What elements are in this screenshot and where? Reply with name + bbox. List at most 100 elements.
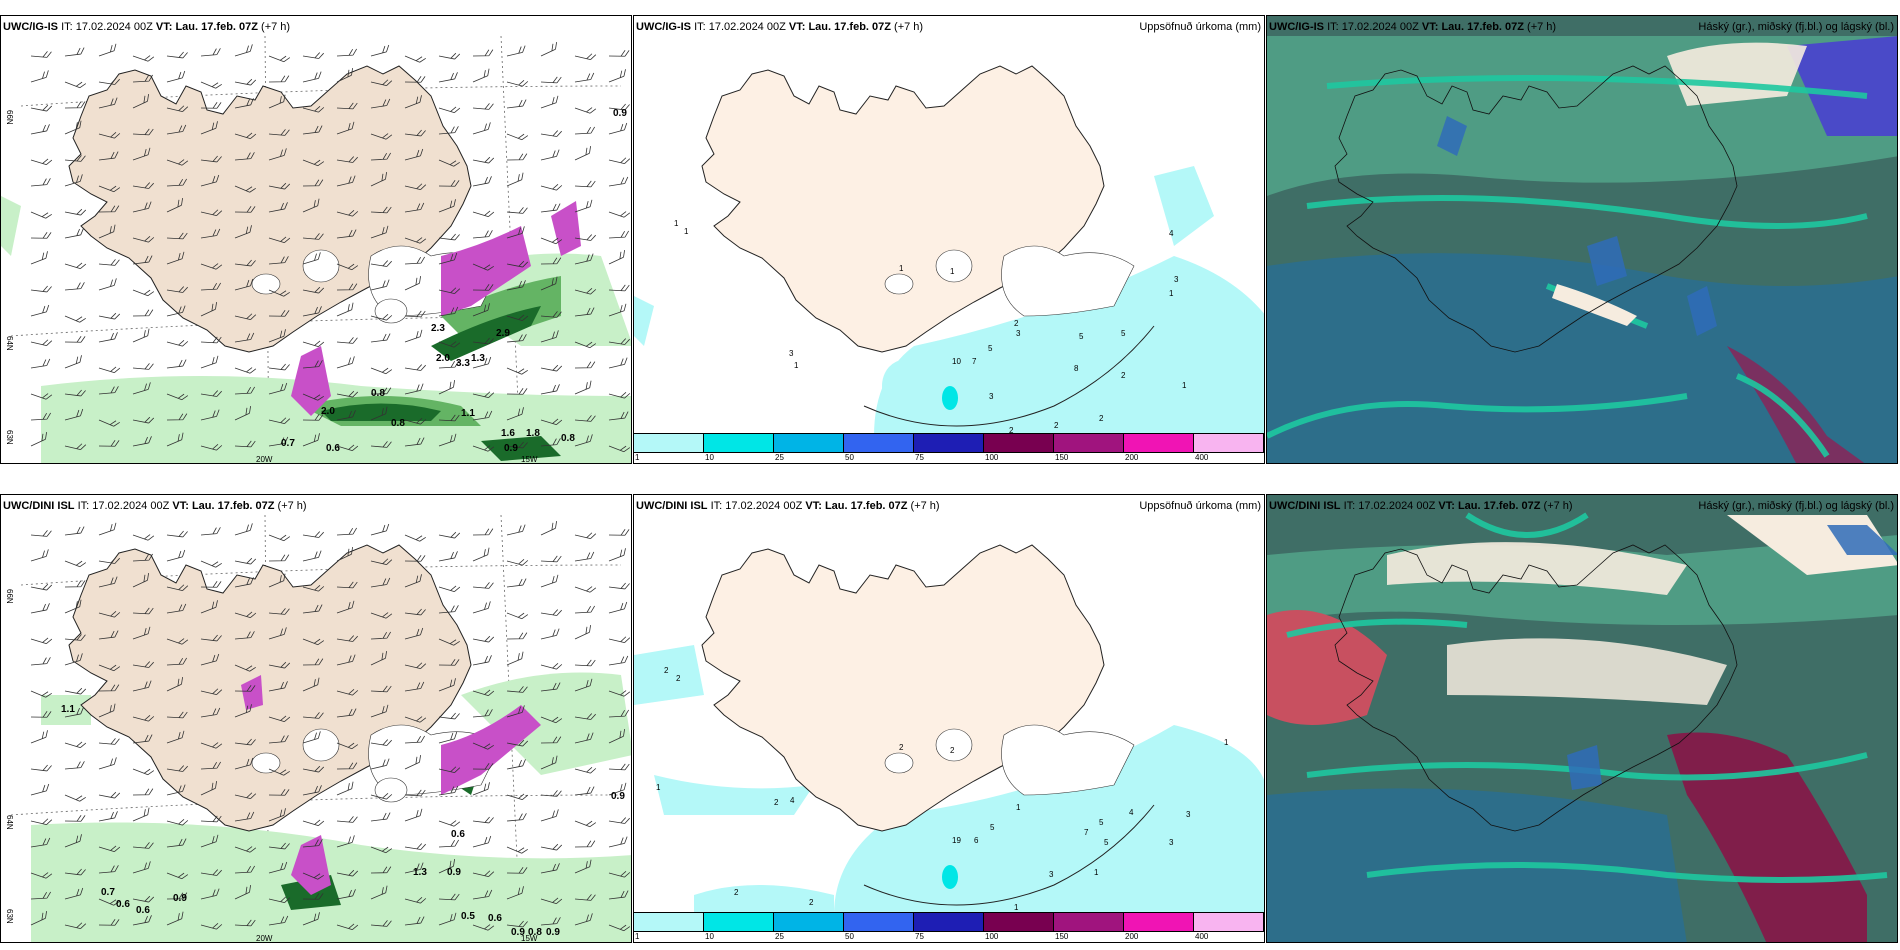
precip-value: 7 — [1084, 828, 1089, 837]
panel-top-left: UWC/IG-IS IT: 17.02.2024 00Z VT: Lau. 17… — [0, 15, 632, 464]
cloud-cover-map — [1267, 16, 1897, 463]
precip-value: 2 — [1099, 414, 1104, 423]
precip-label: 0.5 — [461, 911, 475, 922]
precip-value: 5 — [988, 344, 993, 353]
lat-label: 66N — [5, 589, 14, 604]
precip-label: 0.8 — [528, 927, 542, 938]
precip-value: 5 — [1104, 838, 1109, 847]
wind-precip-map: 1.1 0.7 0.6 0.6 0.9 0.9 0.6 1.3 0.9 0.5 … — [1, 495, 631, 943]
panel-top-middle: UWC/IG-IS IT: 17.02.2024 00Z VT: Lau. 17… — [633, 15, 1265, 464]
colorbar-tick: 50 — [845, 932, 854, 941]
colorbar-segment — [984, 913, 1054, 931]
precip-label: 1.6 — [501, 428, 515, 439]
precip-label: 2.0 — [321, 406, 335, 417]
precip-value: 4 — [790, 796, 795, 805]
precip-value: 2 — [774, 798, 779, 807]
precip-value: 1 — [950, 267, 955, 276]
precip-label: 0.6 — [326, 443, 340, 454]
precip-value: 2 — [1009, 426, 1014, 435]
colorbar-segment — [914, 434, 984, 452]
colorbar-tick: 400 — [1195, 453, 1209, 462]
colorbar-segment — [1124, 434, 1194, 452]
precip-value: 1 — [1224, 738, 1229, 747]
precip-value: 5 — [990, 823, 995, 832]
colorbar-tick: 150 — [1055, 932, 1069, 941]
panel-title: UWC/DINI ISL IT: 17.02.2024 00Z VT: Lau.… — [3, 500, 307, 512]
precip-label: 0.7 — [101, 887, 115, 898]
colorbar-tick: 200 — [1125, 453, 1139, 462]
precip-value: 1 — [1094, 868, 1099, 877]
panel-bottom-left: UWC/DINI ISL IT: 17.02.2024 00Z VT: Lau.… — [0, 494, 632, 943]
precip-label: 1.1 — [61, 704, 75, 715]
lat-label: 63N — [5, 430, 14, 445]
precip-label: 0.6 — [488, 913, 502, 924]
precip-value: 3 — [1169, 838, 1174, 847]
precip-label: 0.9 — [447, 867, 461, 878]
colorbar-segment — [1054, 913, 1124, 931]
precip-label: 0.9 — [511, 927, 525, 938]
panel-top-right: UWC/IG-IS IT: 17.02.2024 00Z VT: Lau. 17… — [1266, 15, 1898, 464]
lon-label: 20W — [256, 934, 273, 943]
colorbar-tick: 10 — [705, 453, 714, 462]
precip-value: 2 — [1014, 319, 1019, 328]
colorbar-segment — [844, 434, 914, 452]
precip-value: 6 — [974, 836, 979, 845]
colorbar-ticks: 1 10 25 50 75 100 150 200 400 — [634, 453, 1264, 463]
precip-label: 0.8 — [561, 433, 575, 444]
precip-value: 1 — [1182, 381, 1187, 390]
precip-value: 3 — [1016, 329, 1021, 338]
panel-subtitle: Háský (gr.), miðský (fj.bl.) og lágský (… — [1698, 21, 1894, 33]
panel-subtitle: Háský (gr.), miðský (fj.bl.) og lágský (… — [1698, 500, 1894, 512]
precip-label: 2.0 — [436, 353, 450, 364]
colorbar-tick: 100 — [985, 453, 999, 462]
panel-subtitle: Uppsöfnuð úrkoma (mm) — [1139, 21, 1261, 33]
precip-value: 3 — [989, 392, 994, 401]
precip-value: 4 — [1129, 808, 1134, 817]
colorbar-segment — [704, 434, 774, 452]
wind-precip-map: 0.9 0.8 2.0 0.8 2.0 1.1 1.3 2.3 2.9 3.3 … — [1, 16, 631, 464]
precip-label: 1.1 — [461, 408, 475, 419]
precip-label: 0.9 — [613, 108, 627, 119]
colorbar-tick: 150 — [1055, 453, 1069, 462]
precip-value: 1 — [1014, 903, 1019, 912]
precip-colorbar — [634, 912, 1264, 932]
precip-label: 0.9 — [173, 893, 187, 904]
panel-title: UWC/IG-IS IT: 17.02.2024 00Z VT: Lau. 17… — [3, 21, 291, 33]
colorbar-tick: 10 — [705, 932, 714, 941]
colorbar-segment — [984, 434, 1054, 452]
lat-label: 66N — [5, 110, 14, 125]
precip-value: 1 — [899, 264, 904, 273]
precip-label: 0.9 — [546, 927, 560, 938]
colorbar-segment — [1194, 913, 1264, 931]
precip-label: 0.6 — [136, 905, 150, 916]
precip-value: 3 — [1174, 275, 1179, 284]
precip-value: 3 — [1186, 810, 1191, 819]
colorbar-tick: 200 — [1125, 932, 1139, 941]
precip-value: 2 — [899, 743, 904, 752]
colorbar-segment — [774, 434, 844, 452]
lat-label: 64N — [5, 815, 14, 830]
accumulated-precip-map: 1 1 1 1 1 3 10 7 5 2 3 5 3 3 4 1 8 2 1 2… — [634, 16, 1264, 463]
precip-value: 10 — [952, 357, 961, 366]
colorbar-segment — [634, 434, 704, 452]
colorbar-tick: 1 — [635, 453, 640, 462]
precip-value: 2 — [734, 888, 739, 897]
precip-colorbar — [634, 433, 1264, 453]
precip-value: 5 — [1079, 332, 1084, 341]
panel-title: UWC/IG-IS IT: 17.02.2024 00Z VT: Lau. 17… — [1269, 21, 1557, 33]
colorbar-segment — [704, 913, 774, 931]
lon-label: 15W — [521, 455, 538, 464]
colorbar-tick: 400 — [1195, 932, 1209, 941]
precip-label: 0.6 — [451, 829, 465, 840]
lat-label: 64N — [5, 336, 14, 351]
precip-value: 2 — [1121, 371, 1126, 380]
precip-value: 8 — [1074, 364, 1079, 373]
precip-value: 3 — [789, 349, 794, 358]
lon-label: 15W — [521, 934, 538, 943]
accumulated-precip-map: 2 2 1 2 4 2 2 19 6 5 1 5 4 7 5 3 3 3 1 2… — [634, 495, 1264, 942]
colorbar-segment — [1124, 913, 1194, 931]
colorbar-tick: 1 — [635, 932, 640, 941]
precip-value: 19 — [952, 836, 961, 845]
colorbar-ticks: 1 10 25 50 75 100 150 200 400 — [634, 932, 1264, 942]
precip-value: 4 — [1169, 229, 1174, 238]
